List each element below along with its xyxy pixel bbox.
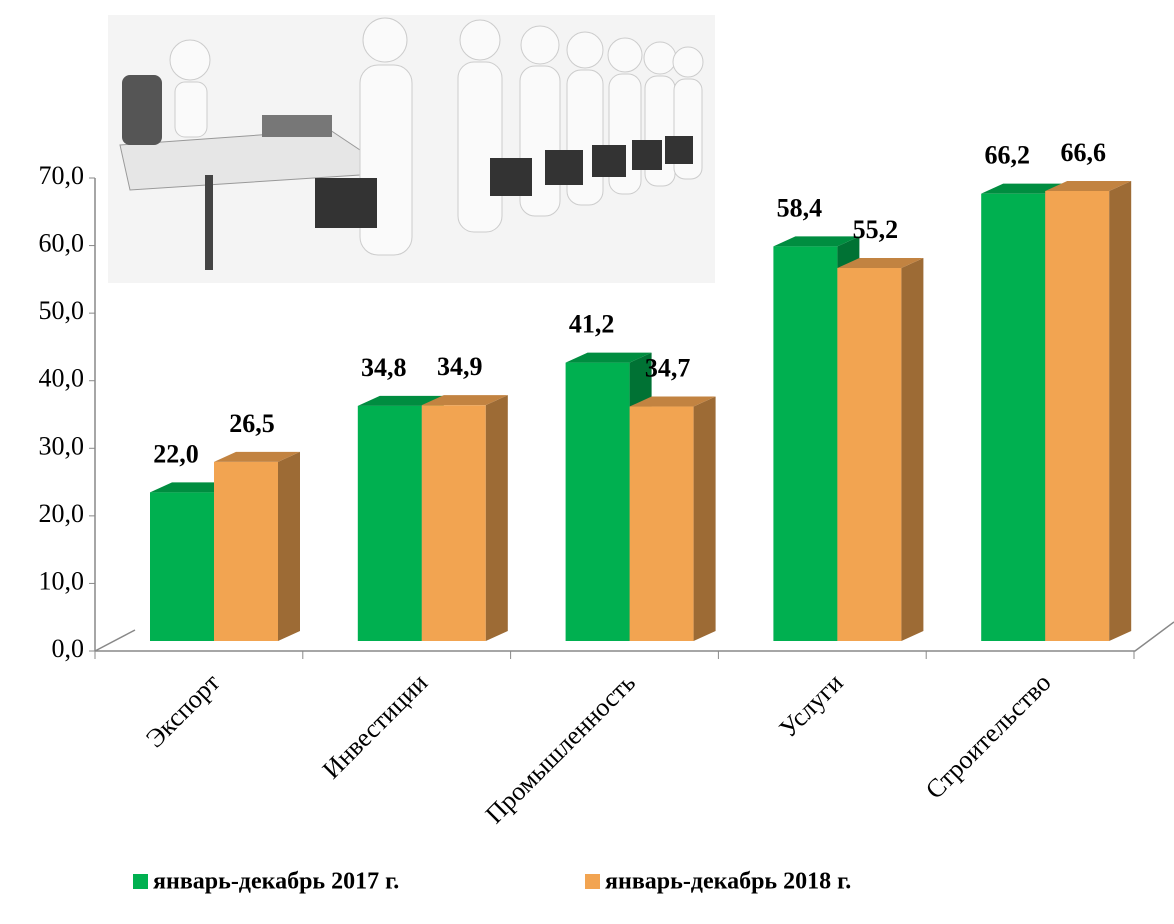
x-tick-label: Строительство: [920, 668, 1057, 805]
y-tick-label: 40,0: [39, 364, 85, 393]
legend-swatch: [133, 874, 148, 889]
legend-label: январь-декабрь 2018 г.: [605, 869, 851, 895]
x-tick-label: Промышленность: [480, 668, 641, 829]
bar: [837, 258, 923, 641]
bar-front: [773, 246, 837, 641]
y-tick-label: 10,0: [39, 566, 85, 595]
bar-front: [1045, 191, 1109, 641]
bar-front: [422, 405, 486, 641]
bar-front: [981, 194, 1045, 641]
bar-side: [694, 397, 716, 641]
x-tick-label: Инвестиции: [317, 668, 433, 784]
value-label: 58,4: [777, 193, 823, 222]
value-label: 34,8: [361, 353, 407, 382]
bar-front: [837, 268, 901, 641]
value-label: 34,7: [645, 353, 691, 382]
x-tick-label: Услуги: [774, 668, 849, 743]
bar-front: [566, 363, 630, 641]
bar: [214, 452, 300, 641]
legend-swatch: [585, 874, 600, 889]
bar-side: [278, 452, 300, 641]
value-label: 22,0: [153, 439, 199, 468]
y-tick-label: 20,0: [39, 499, 85, 528]
value-label: 26,5: [229, 409, 275, 438]
bar-front: [358, 406, 422, 641]
chart: 0,0 10,0 20,0 30,0 40,0 50,0 60,0 70,0 22,0 26,5 Э…: [0, 0, 1174, 924]
value-label: 66,6: [1060, 138, 1106, 167]
value-label: 41,2: [569, 310, 615, 339]
y-tick-label: 30,0: [39, 431, 85, 460]
bar-side: [901, 258, 923, 641]
bar: [422, 395, 508, 641]
y-tick-label: 60,0: [39, 229, 85, 258]
y-tick-label: 70,0: [39, 161, 85, 190]
value-label: 34,9: [437, 352, 483, 381]
bar-front: [630, 407, 694, 641]
bar-side: [1109, 181, 1131, 641]
bar: [630, 397, 716, 641]
x-tick-label: Экспорт: [140, 668, 225, 753]
illustration: [108, 15, 715, 283]
bar-front: [150, 492, 214, 641]
y-tick-label: 0,0: [52, 634, 85, 663]
value-label: 55,2: [853, 215, 899, 244]
bar: [1045, 181, 1131, 641]
bar-side: [486, 395, 508, 641]
y-tick-label: 50,0: [39, 296, 85, 325]
value-label: 66,2: [984, 141, 1030, 170]
bar-front: [214, 462, 278, 641]
legend-label: январь-декабрь 2017 г.: [153, 869, 399, 895]
